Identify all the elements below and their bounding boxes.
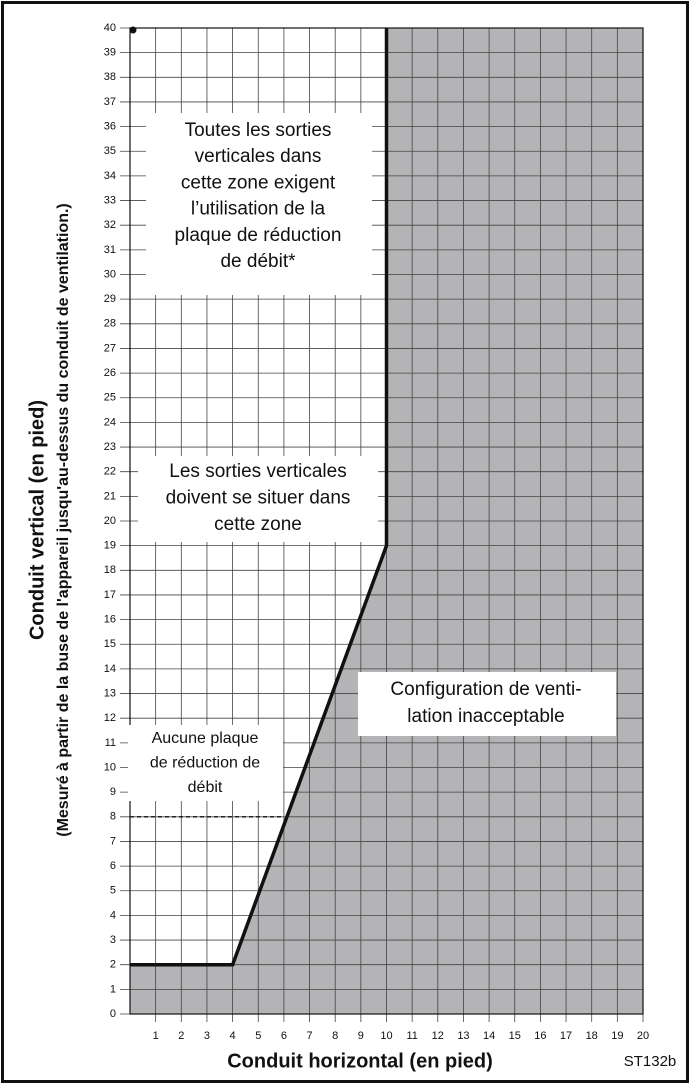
x-tick-label: 8 [332,1030,338,1042]
annotation-text: plaque de réduction [175,225,342,246]
y-tick-label: 17 [104,589,116,601]
y-tick-label: 2 [110,959,116,971]
y-tick-label: 7 [110,835,116,847]
x-tick-label: 14 [483,1030,495,1042]
y-tick-label: 36 [104,121,116,133]
y-tick-label: 29 [104,293,116,305]
x-tick-label: 7 [306,1030,312,1042]
y-tick-label: 4 [110,909,116,921]
x-axis-title: Conduit horizontal (en pied) [227,1050,493,1072]
annotation-text: verticales dans [195,146,322,167]
y-tick-label: 38 [104,71,116,83]
x-tick-label: 19 [611,1030,623,1042]
x-tick-label: 2 [178,1030,184,1042]
y-tick-label: 12 [104,712,116,724]
annotation-text: doivent se situer dans [166,488,351,509]
annotation-box [146,113,372,295]
annotation-text: de réduction de [150,755,260,772]
y-tick-label: 37 [104,96,116,108]
x-tick-label: 20 [637,1030,649,1042]
x-tick-label: 12 [432,1030,444,1042]
y-tick-label: 35 [104,145,116,157]
y-tick-label: 22 [104,466,116,478]
x-tick-label: 9 [358,1030,364,1042]
y-tick-label: 34 [104,170,116,182]
y-tick-label: 24 [104,416,116,428]
x-tick-label: 6 [281,1030,287,1042]
x-tick-label: 3 [204,1030,210,1042]
y-tick-label: 14 [104,663,116,675]
y-tick-label: 23 [104,441,116,453]
annotation-box [128,725,283,801]
y-tick-label: 39 [104,47,116,59]
annotation-text: lation inacceptable [407,706,564,727]
y-axis-title: Conduit vertical (en pied) [26,400,48,640]
y-tick-label: 32 [104,219,116,231]
x-tick-label: 10 [380,1030,392,1042]
y-tick-label: 5 [110,885,116,897]
x-tick-label: 1 [153,1030,159,1042]
y-tick-label: 21 [104,490,116,502]
x-tick-label: 4 [230,1030,236,1042]
annotation-box [358,672,616,736]
boundary-line [130,28,389,967]
annotation-text: Les sorties verticales [169,461,346,482]
y-tick-label: 13 [104,687,116,699]
x-tick-label: 11 [406,1030,417,1042]
y-tick-label: 31 [104,244,116,256]
y-tick-label: 30 [104,268,116,280]
y-axis-note: (Mesuré à partir de la buse de l'apparei… [55,203,72,837]
y-tick-label: 19 [104,540,116,552]
y-tick-label: 6 [110,860,116,872]
y-tick-label: 40 [104,22,116,34]
y-tick-label: 27 [104,342,116,354]
annotation-text: cette zone exigent [181,172,336,193]
y-tick-label: 9 [110,786,116,798]
y-tick-label: 16 [104,614,116,626]
y-tick-label: 28 [104,318,116,330]
annotation-text: Aucune plaque [152,730,259,747]
x-tick-label: 18 [586,1030,598,1042]
y-tick-label: 26 [104,367,116,379]
annotation-text: Configuration de venti- [390,679,581,700]
y-tick-label: 15 [104,638,116,650]
y-tick-label: 10 [104,761,116,773]
corner-dot [129,26,137,34]
y-tick-label: 11 [105,737,116,749]
y-tick-label: 8 [110,811,116,823]
plot-area: 0123456789101112131415161718192021222324… [104,22,649,1042]
annotation-box [138,456,378,542]
x-tick-label: 15 [509,1030,521,1042]
y-tick-label: 1 [110,983,116,995]
x-tick-label: 5 [255,1030,261,1042]
annotation-text: débit [188,779,223,796]
annotation-text: l’utilisation de la [191,199,326,220]
annotation-text: cette zone [214,514,302,535]
x-tick-label: 17 [560,1030,572,1042]
y-tick-label: 0 [110,1008,116,1020]
y-tick-label: 25 [104,392,116,404]
y-tick-label: 20 [104,515,116,527]
figure-code: ST132b [624,1053,677,1070]
y-tick-label: 18 [104,564,116,576]
y-tick-label: 3 [110,934,116,946]
annotation-text: Toutes les sorties [185,120,332,141]
y-tick-label: 33 [104,194,116,206]
x-tick-label: 13 [457,1030,469,1042]
x-tick-label: 16 [534,1030,546,1042]
annotation-text: de débit* [220,251,296,272]
